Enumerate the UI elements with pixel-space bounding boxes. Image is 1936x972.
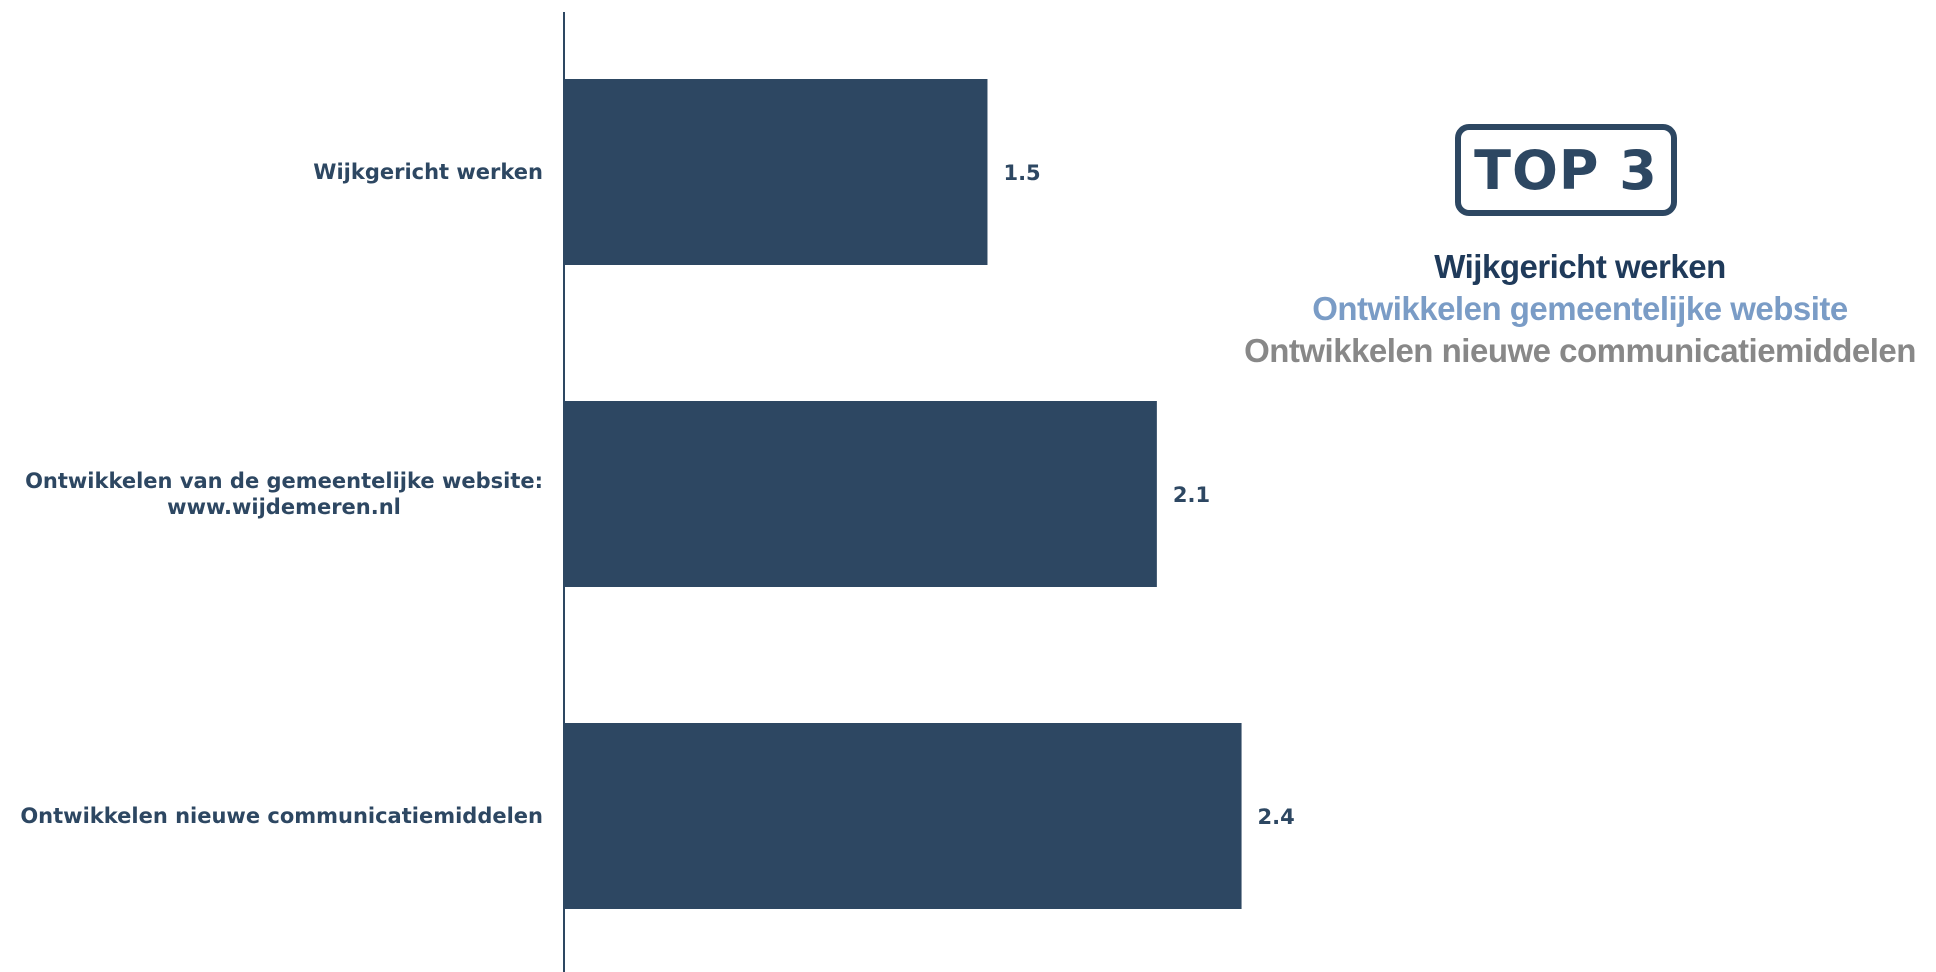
bar-2 — [564, 401, 1157, 587]
top3-box: TOP 3 — [1455, 124, 1677, 216]
bar-1 — [564, 79, 988, 265]
category-label-1: Wijkgericht werken — [313, 160, 543, 184]
top3-item-3: Ontwikkelen nieuwe communicatiemiddelen — [1244, 332, 1916, 369]
value-label-2: 2.1 — [1173, 483, 1210, 507]
category-label-3: Ontwikkelen nieuwe communicatiemiddelen — [20, 804, 543, 828]
bar-3 — [564, 723, 1242, 909]
value-label-1: 1.5 — [1003, 161, 1040, 185]
top3-item-2: Ontwikkelen gemeentelijke website — [1312, 290, 1848, 327]
top3-item-1: Wijkgericht werken — [1434, 248, 1726, 285]
bars-layer: 1.5 Wijkgericht werken 2.1 Ontwikkelen van … — [20, 79, 1295, 909]
top3-list: Wijkgericht werken Ontwikkelen gemeentel… — [1230, 246, 1930, 372]
value-label-3: 2.4 — [1258, 805, 1295, 829]
category-label-2: Ontwikkelen van de gemeentelijke website… — [25, 469, 543, 519]
top3-title: TOP 3 — [1474, 138, 1658, 202]
